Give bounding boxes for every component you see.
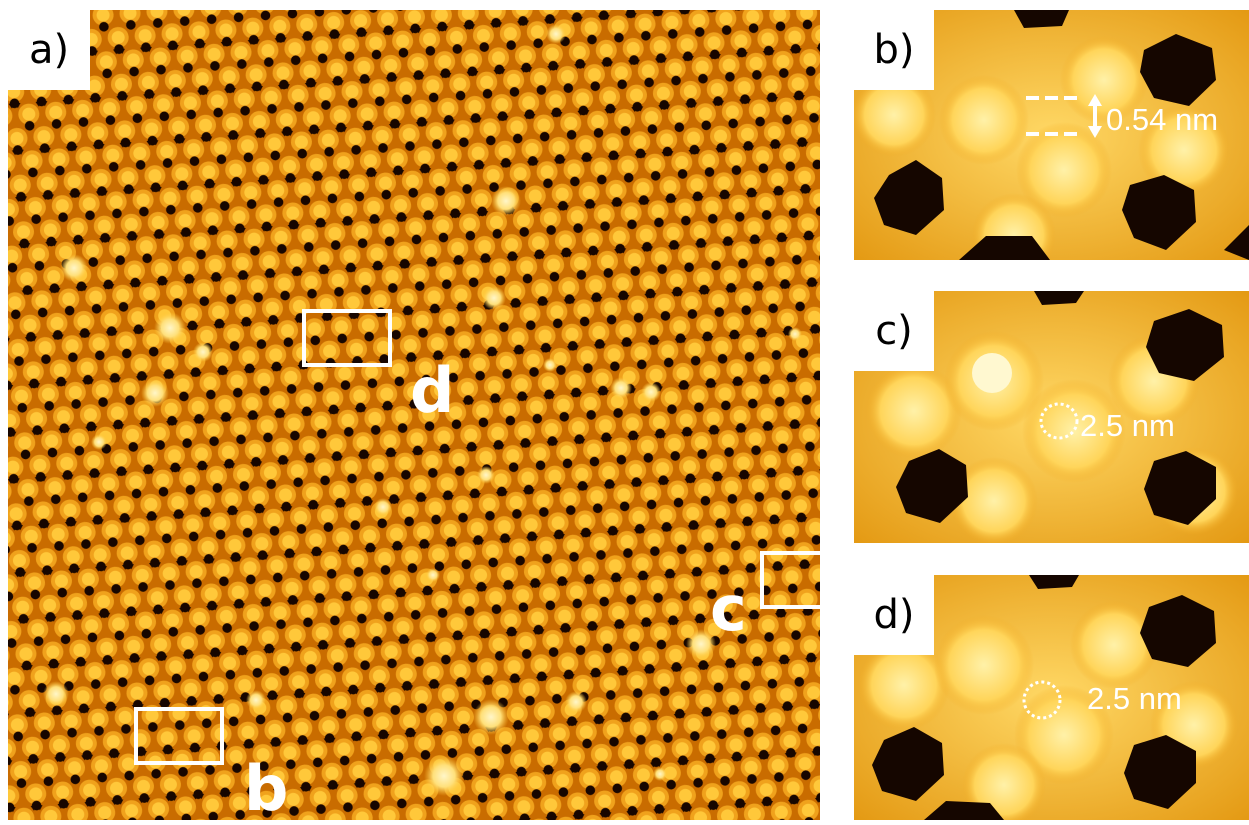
step-height-marker [1026,94,1102,138]
panel-label-a: a) [8,10,90,90]
inset-box-c [760,551,824,609]
panel-b-zoom: b) 0.54 nm [854,10,1249,260]
dotted-circle-d [1022,680,1062,720]
panel-c-zoom: c) 2.5 nm [854,291,1249,543]
lattice-image [8,10,820,820]
inset-marker-b: b [244,752,289,825]
panel-d-zoom: d) 2.5 nm [854,575,1249,820]
panel-label-d: d) [854,575,934,655]
panel-label-b: b) [854,10,934,90]
measurement-label-d: 2.5 nm [1087,681,1182,716]
bright-adsorbates [43,24,802,796]
panel-a-overview: a) [8,10,820,820]
inset-marker-d: d [410,354,455,427]
inset-box-b [134,707,224,765]
zoom-image-c [854,291,1249,543]
inset-marker-c: c [710,572,747,645]
measurement-label-c: 2.5 nm [1080,408,1175,443]
measurement-label-b: 0.54 nm [1106,102,1219,137]
inset-box-d [302,309,392,367]
panel-label-c: c) [854,291,934,371]
dotted-circle-c [1039,402,1079,440]
